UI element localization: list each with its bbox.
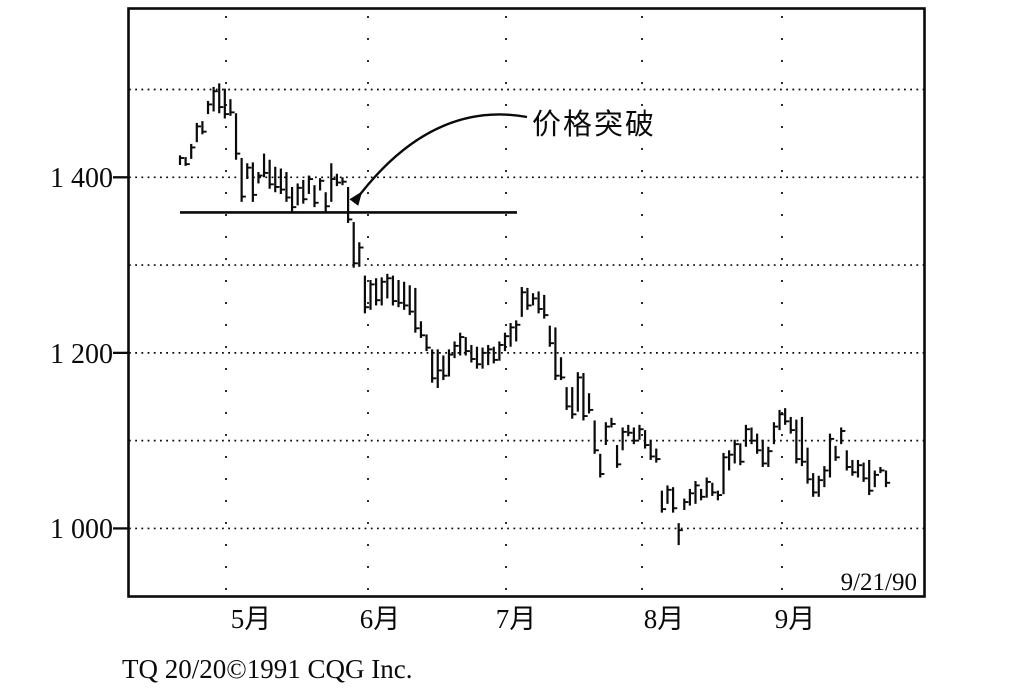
y-axis-label-1200: 1 200 [50,339,113,370]
credit-text: TQ 20/20©1991 CQG Inc. [122,654,413,684]
month-label-may: 5月 [231,604,272,634]
breakout-arrow [349,113,528,206]
y-axis-ticks [113,176,128,530]
price-bars [178,83,891,546]
annotation-label: 价格突破 [532,108,656,141]
y-axis-label-1400: 1 400 [50,163,113,194]
month-label-jul: 7月 [496,604,537,634]
vertical-month-gridlines [225,16,783,594]
date-stamp: 9/21/90 [841,569,917,596]
month-label-sep: 9月 [775,604,816,634]
plot-border [127,7,926,598]
month-label-jun: 6月 [360,604,401,634]
y-axis-label-1000: 1 000 [50,514,113,545]
horizontal-gridlines [129,88,924,530]
month-label-aug: 8月 [644,604,685,634]
